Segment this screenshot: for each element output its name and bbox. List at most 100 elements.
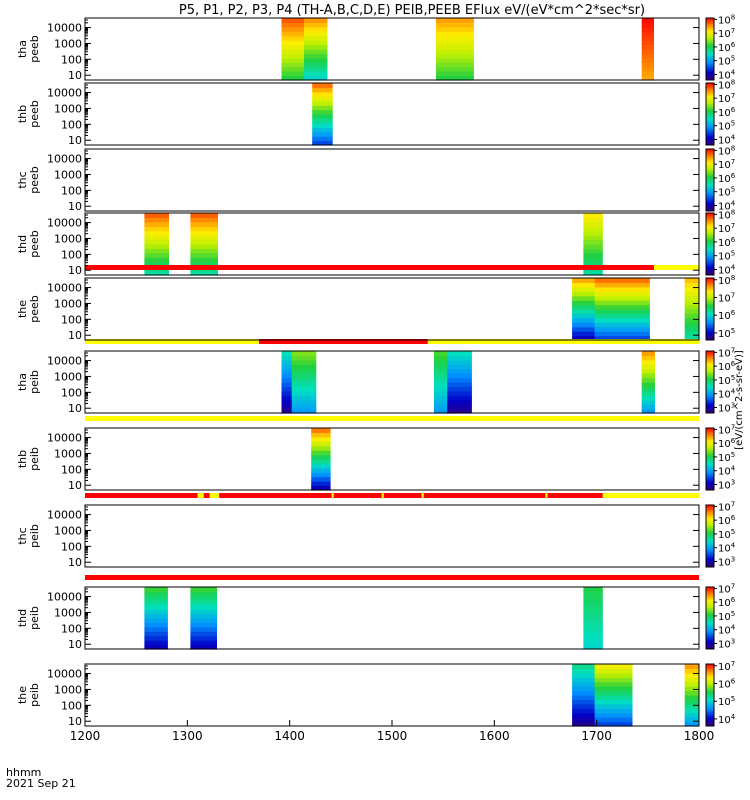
spectrogram-cell — [641, 18, 654, 23]
spectrogram-cell — [594, 721, 633, 727]
spectrogram-cell — [281, 40, 307, 46]
spectrogram-cell — [684, 278, 699, 283]
spectrogram-cell — [190, 239, 218, 245]
mode-bar-segment — [219, 493, 332, 498]
y-tick-label: 10000 — [47, 509, 82, 522]
spectrogram-cell — [304, 71, 328, 77]
spectrogram-block — [641, 351, 655, 414]
colorbar-tick-label: 108 — [718, 144, 735, 157]
spectrogram-cell — [190, 631, 217, 637]
mode-bar-segment — [545, 493, 548, 498]
spectrogram-cell — [144, 587, 168, 592]
spectrogram-cell — [190, 230, 218, 236]
y-tick-label: 100 — [61, 313, 82, 326]
spectrogram-cell — [436, 49, 474, 54]
colorbar — [705, 82, 715, 146]
spectrogram-cell — [684, 664, 699, 669]
colorbar-tick-label: 108 — [718, 13, 735, 26]
spectrogram-cell — [144, 261, 169, 267]
spectrogram-cell — [304, 75, 328, 81]
spectrogram-cell — [641, 355, 655, 361]
spectrogram-cell — [572, 708, 597, 714]
spectrogram-cell — [684, 668, 699, 674]
spectrogram-cell — [144, 626, 168, 632]
x-tick-label: 1500 — [377, 729, 408, 743]
panel-label: thbpeib — [16, 447, 41, 471]
panel-label-type: peib — [28, 524, 41, 548]
colorbar-tick-label: 107 — [718, 423, 735, 436]
panel-label: thdpeeb — [16, 230, 41, 258]
spectrogram-cell — [144, 622, 168, 628]
mode-bar-segment — [333, 493, 382, 498]
spectrogram-block — [572, 664, 597, 727]
colorbar-tick-label: 104 — [718, 465, 736, 478]
spectrogram-cell — [144, 609, 168, 615]
spectrogram-cell — [281, 386, 294, 392]
colorbar-tick-label: 104 — [718, 713, 736, 726]
spectrogram-cell — [281, 75, 307, 81]
panel-label-type: peeb — [28, 166, 41, 194]
spectrogram-cell — [641, 26, 654, 32]
spectrogram-cell — [312, 118, 333, 124]
panel-label-type: peeb — [28, 295, 41, 323]
spectrogram-cell — [572, 664, 597, 669]
colorbar-tick-label: 106 — [718, 437, 736, 450]
spectrogram-cell — [583, 221, 603, 227]
spectrogram-cell — [436, 66, 474, 72]
spectrogram-cell — [190, 604, 217, 610]
spectrogram-cell — [312, 114, 333, 119]
spectrogram-cell — [583, 635, 603, 641]
y-tick-label: 1000 — [54, 297, 82, 310]
mode-bar-segment — [85, 339, 259, 344]
spectrogram-cell — [684, 721, 699, 727]
spectrogram-cell — [144, 244, 169, 249]
spectrogram-cell — [583, 618, 603, 623]
spectrogram-cell — [641, 351, 655, 356]
spectrogram-block — [144, 587, 168, 650]
spectrogram-cell — [291, 386, 317, 392]
spectrogram-cell — [684, 286, 699, 292]
colorbar-tick-label: 104 — [718, 388, 736, 401]
spectrogram-cell — [190, 587, 217, 592]
colorbar-tick-label: 107 — [718, 92, 735, 105]
spectrogram-cell — [594, 712, 633, 718]
spectrogram-cell — [684, 291, 699, 297]
colorbar-tick-label: 108 — [718, 208, 735, 221]
spectrogram-cell — [641, 408, 655, 414]
spectrogram-cell — [583, 591, 603, 597]
spectrogram-cell — [281, 368, 294, 374]
y-tick-label: 100 — [61, 463, 82, 476]
spectrogram-cell — [594, 331, 650, 337]
spectrogram-cell — [281, 351, 294, 356]
spectrogram-cell — [641, 40, 654, 46]
spectrogram-cell — [312, 105, 333, 111]
spectrogram-cell — [641, 399, 655, 405]
spectrogram-cell — [281, 35, 307, 41]
spectrogram-cell — [190, 221, 218, 227]
spectrogram-cell — [572, 286, 597, 292]
spectrogram-cell — [311, 472, 331, 478]
spectrogram-block — [594, 278, 650, 341]
colorbar-tick-label: 104 — [718, 542, 736, 555]
spectrogram-cell — [291, 373, 317, 379]
spectrogram-cell — [144, 239, 169, 245]
spectrogram-cell — [190, 613, 217, 619]
mode-bar-segment — [547, 493, 603, 498]
spectrogram-cell — [583, 235, 603, 241]
y-tick-label: 1000 — [54, 232, 82, 245]
spectrogram-block — [311, 428, 331, 491]
panel-label: thepeib — [16, 683, 41, 707]
y-tick-label: 100 — [61, 386, 82, 399]
spectrogram-cell — [304, 62, 328, 68]
spectrogram-cell — [190, 626, 217, 632]
y-tick-label: 10 — [68, 402, 82, 415]
colorbar-tick-label: 105 — [718, 250, 735, 263]
spectrogram-block — [281, 351, 294, 414]
spectrogram-cell — [641, 395, 655, 401]
spectrogram-cell — [312, 140, 333, 146]
colorbar-tick-label: 107 — [718, 346, 735, 359]
spectrogram-block — [572, 278, 597, 341]
spectrogram-cell — [304, 31, 328, 37]
panel-label: thcpeeb — [16, 166, 41, 194]
panel-label-type: peib — [28, 447, 41, 471]
